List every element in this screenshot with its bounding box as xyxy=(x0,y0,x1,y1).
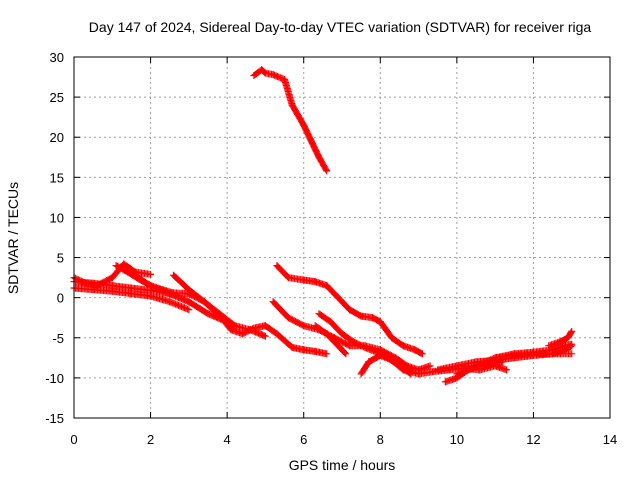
y-tick-label: 30 xyxy=(50,50,64,65)
data-point-segment xyxy=(185,286,208,306)
data-point-segment xyxy=(323,282,342,302)
data-point-segment xyxy=(261,322,281,338)
series-track-17 xyxy=(545,327,576,350)
data-point-segment xyxy=(315,153,331,175)
y-tick-label: -5 xyxy=(52,331,64,346)
data-point-segment xyxy=(300,276,319,286)
x-tick-label: 12 xyxy=(526,432,540,447)
x-tick-label: 0 xyxy=(70,432,77,447)
plot-frame xyxy=(73,56,611,419)
series-track-7 xyxy=(127,270,193,306)
y-axis-label: SDTVAR / TECUs xyxy=(5,182,21,294)
data-point-segment xyxy=(284,314,308,330)
data-point-segment xyxy=(246,326,269,340)
data-point-segment xyxy=(315,310,334,326)
data-point-segment xyxy=(269,298,292,322)
series-track-1 xyxy=(250,66,331,175)
data-point-segment xyxy=(120,260,139,276)
data-point-segment xyxy=(357,358,373,378)
data-point-segment xyxy=(300,121,315,145)
data-point-segment xyxy=(388,334,407,350)
series-track-4 xyxy=(70,284,193,314)
grid xyxy=(74,57,610,418)
axis-ticks: 0 2 4 6 8 10 12 14 -15 -10 -5 0 5 10 15 20 25 30 xyxy=(45,50,617,447)
data-point-segment xyxy=(300,346,319,355)
y-tick-label: -10 xyxy=(45,371,64,386)
data-point-segment xyxy=(560,340,576,350)
data-point-segment xyxy=(112,262,132,276)
y-tick-label: 15 xyxy=(50,170,64,185)
y-tick-label: 10 xyxy=(50,210,64,225)
data-point-segment xyxy=(564,327,576,342)
series-track-16 xyxy=(491,340,576,362)
y-tick-label: 0 xyxy=(57,291,64,306)
data-point-segment xyxy=(273,262,292,282)
data-point-segment xyxy=(166,298,193,314)
y-tick-label: 25 xyxy=(50,90,64,105)
data-point-segment xyxy=(376,346,400,362)
data-point-segment xyxy=(334,342,350,358)
data-point-segment xyxy=(388,356,407,374)
data-point-segment xyxy=(415,362,434,374)
data-point-segment xyxy=(338,330,357,346)
x-tick-label: 4 xyxy=(224,432,231,447)
data-point-segment xyxy=(327,318,346,338)
chart-title: Day 147 of 2024, Sidereal Day-to-day VTE… xyxy=(89,19,592,35)
data-point-segment xyxy=(127,270,155,290)
data-point-segment xyxy=(288,101,308,129)
data-point-segment xyxy=(392,354,411,370)
data-point-segment xyxy=(147,282,174,298)
y-tick-label: 5 xyxy=(57,251,64,266)
x-tick-label: 6 xyxy=(300,432,307,447)
x-tick-label: 14 xyxy=(603,432,617,447)
data-point-segment xyxy=(376,318,396,342)
y-tick-label: -15 xyxy=(45,411,64,426)
data-point-segment xyxy=(346,306,365,320)
x-tick-label: 10 xyxy=(450,432,464,447)
data-point-segment xyxy=(216,310,239,330)
data-point-segment xyxy=(411,346,426,358)
data-point-segment xyxy=(472,354,499,370)
series-track-11 xyxy=(311,322,350,358)
data-point-segment xyxy=(323,330,342,350)
series-track-8 xyxy=(273,262,426,358)
x-axis-label: GPS time / hours xyxy=(289,457,396,473)
data-point-segment xyxy=(311,322,331,338)
series-track-6 xyxy=(170,271,269,340)
data-point-segment xyxy=(170,271,193,294)
data-point-segment xyxy=(311,347,331,358)
data-point-segment xyxy=(166,290,193,306)
data-markers xyxy=(70,66,576,386)
x-tick-label: 2 xyxy=(147,432,154,447)
x-tick-label: 8 xyxy=(377,432,384,447)
data-point-segment xyxy=(334,294,354,314)
data-point-segment xyxy=(273,330,296,351)
y-tick-label: 20 xyxy=(50,130,64,145)
data-point-segment xyxy=(200,298,223,318)
data-point-segment xyxy=(131,268,155,278)
